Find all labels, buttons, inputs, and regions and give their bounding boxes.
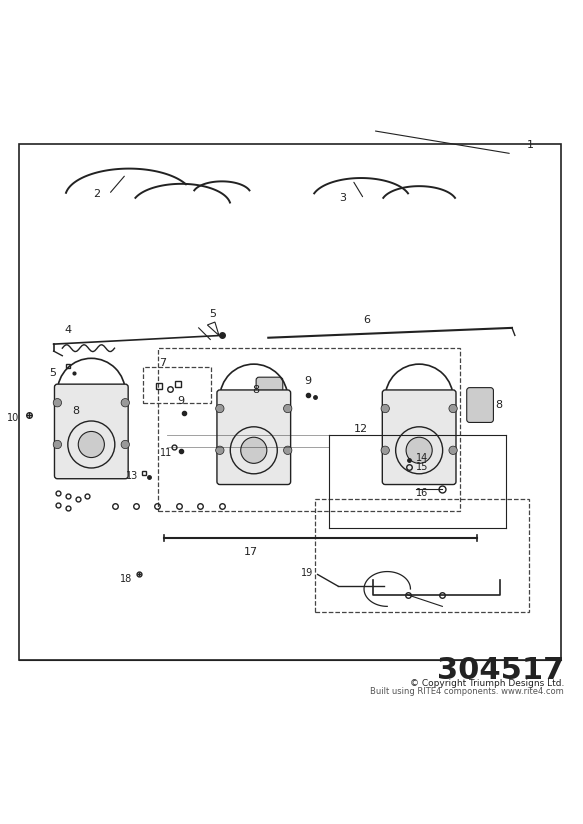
Text: 13: 13: [125, 471, 138, 481]
Text: 8: 8: [252, 385, 259, 395]
Bar: [143, 368, 212, 403]
Text: 8: 8: [496, 400, 503, 410]
Circle shape: [121, 399, 129, 407]
Circle shape: [216, 405, 224, 413]
Text: 9: 9: [304, 376, 311, 386]
Circle shape: [381, 446, 389, 455]
Circle shape: [78, 432, 104, 457]
Text: 10: 10: [6, 413, 19, 423]
Text: Built using RITE4 components. www.rite4.com: Built using RITE4 components. www.rite4.…: [370, 687, 564, 696]
Text: 1: 1: [526, 140, 533, 150]
FancyBboxPatch shape: [78, 396, 105, 431]
Text: 4: 4: [65, 325, 72, 335]
FancyBboxPatch shape: [217, 390, 291, 485]
Circle shape: [53, 399, 62, 407]
Circle shape: [449, 446, 457, 455]
Text: 9: 9: [178, 396, 185, 406]
Text: 3: 3: [340, 194, 347, 204]
Circle shape: [216, 446, 224, 455]
Bar: [158, 349, 460, 511]
Text: 5: 5: [50, 368, 57, 378]
FancyBboxPatch shape: [467, 387, 493, 423]
Circle shape: [381, 405, 389, 413]
Circle shape: [449, 405, 457, 413]
Text: 7: 7: [159, 358, 166, 368]
Text: 14: 14: [416, 453, 429, 463]
Text: © Copyright Triumph Designs Ltd.: © Copyright Triumph Designs Ltd.: [410, 679, 564, 688]
Circle shape: [283, 446, 292, 455]
Circle shape: [406, 438, 432, 463]
Text: 6: 6: [363, 315, 370, 325]
Bar: [19, 144, 561, 660]
Text: 5: 5: [210, 309, 217, 319]
Text: 11: 11: [160, 447, 173, 457]
FancyBboxPatch shape: [256, 377, 283, 412]
Text: 18: 18: [120, 574, 132, 584]
Text: 12: 12: [354, 424, 368, 434]
Circle shape: [121, 440, 129, 449]
Text: 8: 8: [73, 406, 80, 416]
FancyBboxPatch shape: [382, 390, 456, 485]
Text: 2: 2: [93, 190, 100, 199]
Circle shape: [241, 438, 267, 463]
FancyBboxPatch shape: [54, 384, 128, 479]
Text: 304517: 304517: [437, 656, 564, 685]
Bar: [315, 499, 529, 612]
Circle shape: [53, 440, 62, 449]
Text: 19: 19: [301, 569, 314, 578]
Text: 15: 15: [416, 462, 429, 472]
Text: 17: 17: [244, 546, 258, 556]
Text: 16: 16: [416, 489, 429, 499]
Circle shape: [283, 405, 292, 413]
